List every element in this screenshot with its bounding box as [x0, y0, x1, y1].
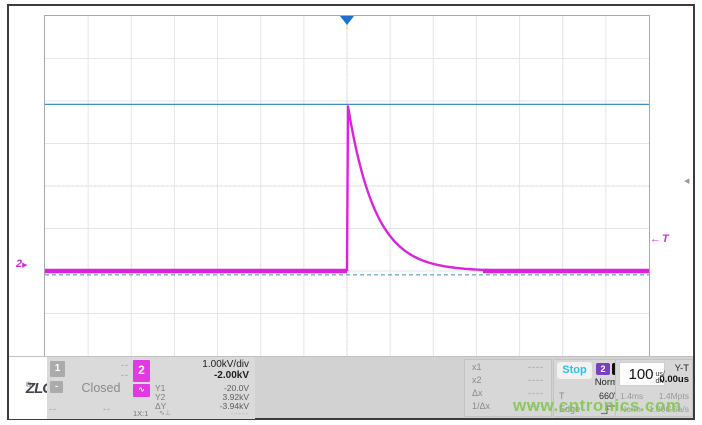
ch1-badge[interactable]: 1 — [50, 361, 65, 377]
ch1-offset-value: -- — [121, 370, 129, 380]
cursor-x2-label: x2 — [472, 375, 482, 385]
ch2-trace-pulse — [345, 105, 648, 273]
cursor-y1-value: -20.0V — [223, 383, 249, 393]
brand-logo: ZLG ® — [9, 357, 54, 419]
edge-trigger-icon — [601, 405, 615, 415]
ch2-probe-ratio: 1X:1 — [133, 409, 149, 418]
trigger-level-value: 660V — [598, 391, 620, 401]
trigger-type: Edge — [559, 404, 581, 414]
channel-panel: 1 - -- -- Closed -- -- 2 ∿ 1.00kV/div -2… — [47, 357, 255, 419]
registered-mark: ® — [25, 381, 31, 389]
status-toolbar: ZLG ® 1 - -- -- Closed -- -- 2 ∿ 1.00kV/d… — [9, 356, 693, 419]
cursor-invdx-label: 1/Δx — [472, 401, 491, 411]
ch1-probe-value: -- — [49, 404, 57, 414]
trigger-level-marker[interactable]: ←T — [650, 233, 670, 245]
watermark: www.cntronics.com — [513, 396, 682, 415]
ch2-ground-arrow-icon: ▶ — [22, 262, 28, 269]
ch2-ground-marker-label: 2 — [16, 258, 23, 270]
ch1-status: Closed — [81, 381, 121, 395]
ch1-scale-value: -- — [121, 360, 129, 370]
display-mode: Y-T — [674, 363, 689, 374]
cursor-x1-label: x1 — [472, 362, 482, 372]
timebase-scale-button[interactable]: 100 us/div — [619, 362, 665, 386]
timebase-scale-value: 100 — [628, 365, 654, 383]
trigger-delay: 0.00us — [659, 374, 689, 385]
trigger-position-marker[interactable] — [340, 16, 354, 25]
ch2-badge[interactable]: 2 — [133, 360, 150, 382]
cursor-dx-value: ---- — [528, 388, 544, 398]
cursor-invdx-value: ---- — [528, 401, 544, 411]
capture-window: 1.4ms — [620, 391, 644, 401]
acquisition-mode: Norm — [620, 404, 641, 414]
cursor-dy-value: -3.94kV — [219, 401, 249, 411]
cursor-dy-label: ΔY — [155, 401, 167, 411]
waveform-plot — [45, 16, 649, 356]
cursor-x-panel: x1 ---- x2 ---- Δx ---- 1/Δx ---- — [464, 359, 552, 417]
cursor-x1-value: ---- — [528, 362, 544, 372]
cursor-y2-label: Y2 — [155, 392, 166, 402]
ch2-probe-icons: ∿⊥ — [159, 410, 171, 417]
trigger-panel: Stop 2 Normal T 660V Edge — [553, 359, 625, 417]
trigger-mode: Normal — [594, 377, 626, 388]
ch2-ground-marker[interactable]: 2▶ — [16, 258, 28, 270]
trigger-level-label: T — [559, 391, 565, 401]
ch2-extra-value: ----- — [230, 409, 249, 418]
scope-display — [44, 15, 650, 357]
cursor-dx-label: Δx — [472, 388, 483, 398]
sample-rate: 1.00GSa/s — [648, 404, 689, 414]
cursor-y2-value: 3.92kV — [222, 392, 249, 402]
timebase-panel: 100 us/div Y-T 0.00us 1.4ms 1.4Mpts Norm… — [615, 359, 693, 417]
scroll-left-icon[interactable]: ◀ — [684, 178, 690, 185]
ch2-scale: 1.00kV/div — [202, 359, 249, 370]
ch2-coupling-badge[interactable]: ∿ — [133, 384, 150, 397]
ch2-offset: -2.00kV — [213, 370, 249, 381]
run-stop-button[interactable]: Stop — [557, 362, 592, 379]
trigger-source-badge[interactable]: 2 — [596, 363, 610, 375]
cursor-x2-value: ---- — [528, 375, 544, 385]
brand-logo-text: ZLG ® — [25, 379, 54, 397]
ch1-extra-value: -- — [103, 404, 111, 414]
memory-points: 1.4Mpts — [658, 391, 689, 401]
cursor-y1-label: Y1 — [155, 383, 166, 393]
ch1-coupling-badge[interactable]: - — [50, 381, 63, 393]
scope-window: 2▶ ←T ◀ ZLG ® 1 - -- -- Closed -- -- 2 ∿ … — [7, 4, 695, 420]
